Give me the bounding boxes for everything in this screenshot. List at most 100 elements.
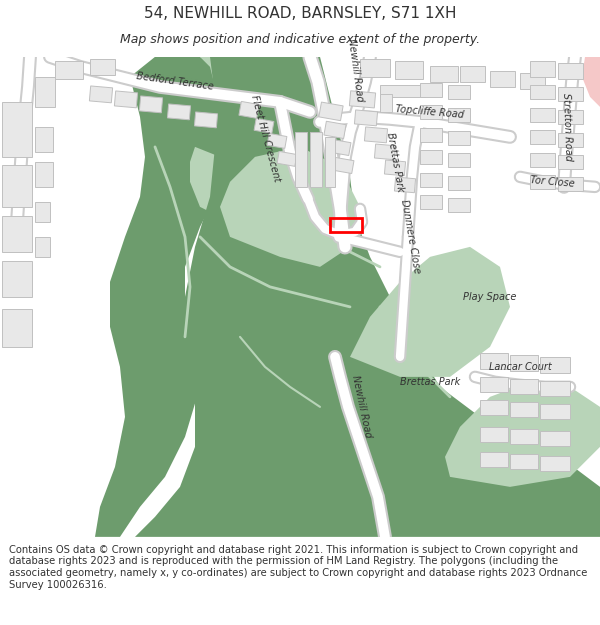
- Polygon shape: [420, 173, 442, 187]
- Polygon shape: [420, 195, 442, 209]
- Polygon shape: [295, 132, 307, 187]
- Polygon shape: [349, 91, 376, 108]
- Polygon shape: [395, 61, 423, 79]
- Polygon shape: [558, 63, 583, 79]
- Polygon shape: [540, 431, 570, 446]
- Text: 54, NEWHILL ROAD, BARNSLEY, S71 1XH: 54, NEWHILL ROAD, BARNSLEY, S71 1XH: [144, 6, 456, 21]
- Text: Topcliffe Road: Topcliffe Road: [395, 104, 464, 120]
- Polygon shape: [510, 402, 538, 417]
- Polygon shape: [190, 147, 240, 217]
- Text: Newhill Road: Newhill Road: [350, 374, 374, 439]
- Polygon shape: [2, 261, 32, 297]
- Polygon shape: [510, 355, 538, 371]
- Polygon shape: [200, 57, 290, 137]
- Polygon shape: [35, 202, 50, 222]
- Polygon shape: [325, 137, 335, 187]
- Polygon shape: [510, 454, 538, 469]
- Polygon shape: [35, 162, 53, 187]
- Polygon shape: [520, 73, 545, 89]
- Polygon shape: [55, 61, 83, 79]
- Polygon shape: [480, 400, 508, 415]
- Polygon shape: [319, 102, 343, 121]
- Polygon shape: [115, 91, 137, 108]
- Polygon shape: [480, 427, 508, 442]
- Polygon shape: [374, 144, 395, 160]
- Polygon shape: [324, 121, 346, 139]
- Polygon shape: [380, 85, 425, 97]
- Polygon shape: [394, 177, 416, 192]
- Polygon shape: [480, 452, 508, 467]
- Polygon shape: [194, 112, 218, 128]
- Polygon shape: [540, 456, 570, 471]
- Polygon shape: [530, 153, 555, 167]
- Polygon shape: [364, 127, 388, 142]
- Polygon shape: [582, 57, 600, 107]
- Polygon shape: [90, 59, 115, 75]
- Text: Stretton Road: Stretton Road: [561, 92, 573, 161]
- Polygon shape: [332, 158, 354, 174]
- Polygon shape: [480, 377, 508, 392]
- Polygon shape: [490, 71, 515, 87]
- Polygon shape: [35, 77, 55, 107]
- Polygon shape: [420, 105, 442, 119]
- Polygon shape: [448, 153, 470, 167]
- Polygon shape: [445, 382, 600, 487]
- Text: Dunmere Close: Dunmere Close: [398, 199, 421, 274]
- Text: Tor Close: Tor Close: [529, 175, 575, 189]
- Polygon shape: [385, 160, 406, 176]
- Polygon shape: [360, 59, 390, 77]
- Polygon shape: [2, 165, 32, 207]
- Text: Fleet Hill Crescent: Fleet Hill Crescent: [248, 94, 281, 183]
- Polygon shape: [540, 357, 570, 373]
- Polygon shape: [448, 131, 470, 145]
- Text: Map shows position and indicative extent of the property.: Map shows position and indicative extent…: [120, 33, 480, 46]
- Polygon shape: [2, 102, 32, 157]
- Polygon shape: [239, 101, 259, 118]
- Polygon shape: [167, 104, 191, 120]
- Polygon shape: [530, 108, 555, 122]
- Polygon shape: [558, 110, 583, 124]
- Polygon shape: [254, 118, 274, 133]
- Polygon shape: [480, 353, 508, 369]
- Text: Brettas Park: Brettas Park: [385, 131, 405, 192]
- Polygon shape: [35, 127, 53, 152]
- Polygon shape: [420, 128, 442, 142]
- Polygon shape: [460, 66, 485, 82]
- Bar: [330, 218, 362, 232]
- Polygon shape: [558, 155, 583, 169]
- Polygon shape: [540, 404, 570, 419]
- Polygon shape: [115, 57, 600, 537]
- Text: Brettas Park: Brettas Park: [400, 377, 460, 387]
- Polygon shape: [530, 130, 555, 144]
- Polygon shape: [95, 57, 240, 537]
- Text: Lancar Court: Lancar Court: [488, 362, 551, 372]
- Polygon shape: [448, 198, 470, 212]
- Text: Play Space: Play Space: [463, 292, 517, 302]
- Polygon shape: [277, 151, 297, 166]
- Polygon shape: [380, 94, 392, 112]
- Polygon shape: [220, 147, 360, 267]
- Polygon shape: [139, 96, 163, 112]
- Polygon shape: [540, 381, 570, 396]
- Polygon shape: [510, 429, 538, 444]
- Polygon shape: [310, 132, 322, 187]
- Polygon shape: [430, 66, 458, 82]
- Polygon shape: [448, 176, 470, 190]
- Polygon shape: [510, 379, 538, 394]
- Polygon shape: [420, 83, 442, 97]
- Text: Newhill Road: Newhill Road: [346, 38, 364, 102]
- Text: Bedford Terrace: Bedford Terrace: [136, 71, 214, 92]
- Polygon shape: [530, 175, 555, 189]
- Text: Contains OS data © Crown copyright and database right 2021. This information is : Contains OS data © Crown copyright and d…: [9, 545, 587, 589]
- Polygon shape: [355, 110, 377, 126]
- Polygon shape: [558, 87, 583, 101]
- Polygon shape: [558, 133, 583, 147]
- Polygon shape: [530, 61, 555, 77]
- Polygon shape: [420, 150, 442, 164]
- Polygon shape: [530, 85, 555, 99]
- Polygon shape: [267, 133, 287, 148]
- Polygon shape: [2, 309, 32, 347]
- Polygon shape: [448, 108, 470, 122]
- Polygon shape: [2, 216, 32, 252]
- Polygon shape: [89, 86, 113, 103]
